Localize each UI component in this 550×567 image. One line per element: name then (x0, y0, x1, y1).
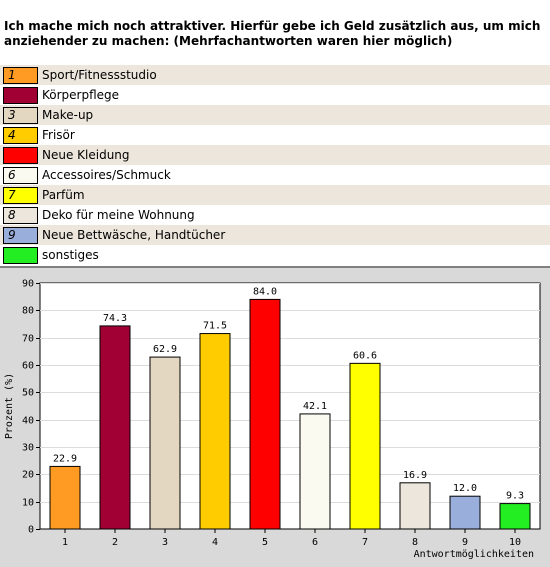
y-tick-label: 80 (22, 306, 34, 317)
legend-item: 6 Accessoires/Schmuck (0, 165, 550, 185)
legend-item: 1 Sport/Fitnessstudio (0, 65, 550, 85)
bar (499, 503, 531, 530)
legend-swatch: 3 (3, 107, 38, 124)
bar-chart: 0 10 20 30 40 50 60 70 80 90 22.9 1 74.3 2 62.9 3 71.5 4 8… (4, 279, 541, 560)
bar (449, 495, 481, 530)
bar (299, 413, 331, 530)
bar-value-label: 71.5 (203, 321, 227, 332)
x-tick-label: 2 (112, 537, 118, 548)
legend-label: Neue Bettwäsche, Handtücher (42, 228, 226, 242)
bar-value-label: 16.9 (403, 470, 427, 481)
legend-swatch: 5 (3, 147, 38, 164)
legend-label: Frisör (42, 128, 75, 142)
bar-value-label: 84.0 (253, 286, 277, 297)
legend-item: 9 Neue Bettwäsche, Handtücher (0, 225, 550, 245)
legend-swatch: 10 (3, 247, 38, 264)
x-tick-label: 8 (412, 537, 418, 548)
legend-label: Sport/Fitnessstudio (42, 68, 157, 82)
legend-label: sonstiges (42, 248, 99, 262)
y-tick-label: 10 (22, 498, 34, 509)
bar (249, 298, 281, 530)
bar (149, 356, 181, 530)
bar-value-label: 42.1 (303, 401, 327, 412)
chart-panel: 0 10 20 30 40 50 60 70 80 90 22.9 1 74.3 2 62.9 3 71.5 4 8… (0, 266, 550, 567)
legend-label: Parfüm (42, 188, 85, 202)
legend-label: Deko für meine Wohnung (42, 208, 195, 222)
x-tick-label: 1 (62, 537, 68, 548)
x-tick-label: 5 (262, 537, 268, 548)
legend-label: Neue Kleidung (42, 148, 130, 162)
bar-value-label: 9.3 (506, 491, 524, 502)
legend-item: 2 Körperpflege (0, 85, 550, 105)
legend-item: 7 Parfüm (0, 185, 550, 205)
legend-item: 4 Frisör (0, 125, 550, 145)
x-tick-label: 10 (509, 537, 521, 548)
bar (399, 482, 431, 530)
x-tick-label: 3 (162, 537, 168, 548)
y-tick-label: 20 (22, 470, 34, 481)
bar-value-label: 62.9 (153, 344, 177, 355)
x-tick-label: 4 (212, 537, 218, 548)
legend-swatch: 2 (3, 87, 38, 104)
legend-item: 3 Make-up (0, 105, 550, 125)
legend-swatch: 6 (3, 167, 38, 184)
legend-label: Make-up (42, 108, 94, 122)
y-tick-label: 60 (22, 361, 34, 372)
chart-question-title: Ich mache mich noch attraktiver. Hierfür… (4, 19, 541, 48)
bar-value-label: 74.3 (103, 313, 127, 324)
bar (199, 333, 231, 530)
legend-swatch: 9 (3, 227, 38, 244)
bar (99, 325, 131, 530)
legend-swatch: 4 (3, 127, 38, 144)
y-tick-label: 0 (28, 525, 34, 536)
legend: 1 Sport/Fitnessstudio 2 Körperpflege 3 Make-u… (0, 65, 550, 265)
legend-item: 10 sonstiges (0, 245, 550, 265)
legend-item: 8 Deko für meine Wohnung (0, 205, 550, 225)
bar-value-label: 12.0 (453, 483, 477, 494)
x-tick-label: 9 (462, 537, 468, 548)
y-axis-label: Prozent (%) (4, 373, 15, 439)
legend-item: 5 Neue Kleidung (0, 145, 550, 165)
legend-swatch: 1 (3, 67, 38, 84)
legend-swatch: 7 (3, 187, 38, 204)
legend-label: Accessoires/Schmuck (42, 168, 171, 182)
y-tick-label: 70 (22, 334, 34, 345)
y-tick-label: 90 (22, 279, 34, 290)
legend-label: Körperpflege (42, 88, 120, 102)
x-tick-label: 6 (312, 537, 318, 548)
y-tick-label: 50 (22, 388, 34, 399)
bar-value-label: 22.9 (53, 453, 77, 464)
x-axis-label: Antwortmöglichkeiten (414, 549, 534, 560)
y-tick-label: 40 (22, 416, 34, 427)
x-tick-label: 7 (362, 537, 368, 548)
bar-value-label: 60.6 (353, 350, 377, 361)
bar (349, 362, 381, 530)
legend-swatch: 8 (3, 207, 38, 224)
y-tick-label: 30 (22, 443, 34, 454)
bar (49, 465, 81, 530)
